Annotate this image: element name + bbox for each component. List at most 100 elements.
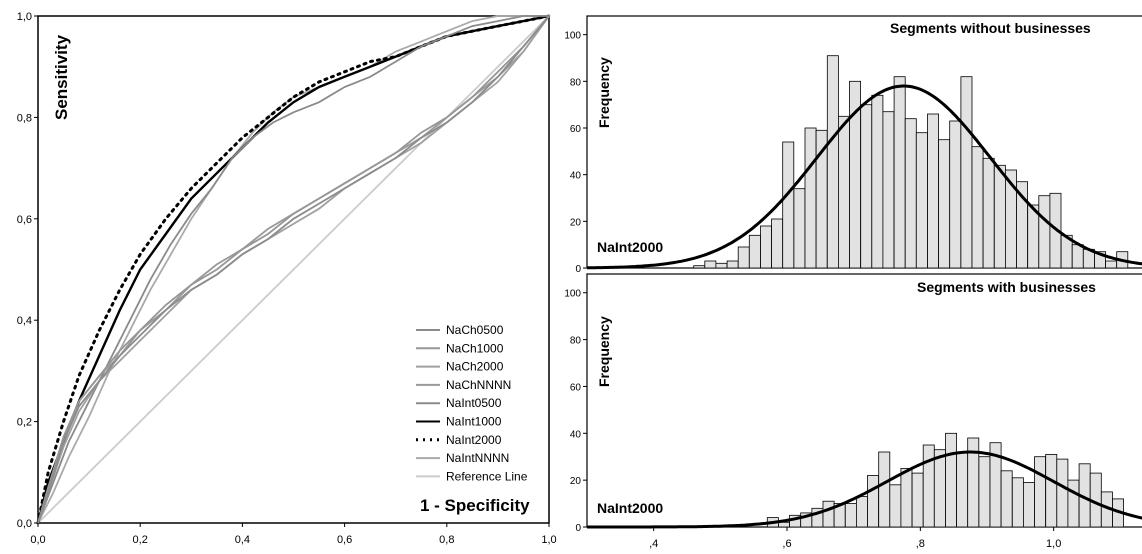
hist-top-bar: [860, 104, 873, 269]
histogram-with-businesses: 0 20 40 60 80 100 ,4 ,6 ,8 1,0 Segments with bus…: [564, 273, 1142, 550]
hist-bot-y-tick-label: 40: [570, 429, 582, 440]
hist-bot-bar: [844, 503, 857, 528]
hist-bot-bar: [945, 432, 958, 528]
hist-bot-bar: [900, 467, 913, 528]
hist-top-y-tick-label: 0: [575, 264, 581, 275]
roc-y-tick-label: 0,2: [17, 417, 32, 429]
roc-series-nach1000: [37, 15, 550, 524]
hist-top-y-label: Frequency: [596, 57, 612, 128]
roc-y-tick-label: 0,0: [17, 518, 32, 530]
hist-bot-y-tick-label: 80: [570, 336, 582, 347]
hist-top-bar: [982, 157, 995, 269]
hist-bot-y-tick-label: 0: [575, 523, 581, 534]
roc-series-nach0500: [37, 15, 550, 524]
hist-top-bar: [704, 260, 717, 269]
hist-top-bar: [1094, 251, 1107, 269]
roc-lines: [36, 14, 551, 525]
hist-top-y-tick-label: 60: [570, 124, 582, 135]
hist-top-annotation: NaInt2000: [597, 239, 663, 255]
hist-bot-y-axis: 0 20 40 60 80 100: [564, 289, 587, 534]
roc-x-axis-label: 1 - Specificity: [420, 496, 530, 515]
hist-top-bar: [693, 265, 706, 269]
hist-bot-bar: [1000, 470, 1013, 528]
roc-y-axis-label: Sensitivity: [52, 34, 71, 120]
hist-bot-x-axis: ,4 ,6 ,8 1,0: [649, 527, 1061, 550]
hist-top-bar: [793, 188, 806, 269]
hist-top-y-tick-label: 20: [570, 217, 582, 228]
hist-top-bar: [938, 139, 951, 269]
roc-y-axis: 0,0 0,2 0,4 0,6 0,8 1,0: [17, 11, 38, 530]
hist-top-bar: [771, 218, 784, 269]
roc-chart: 0,0 0,2 0,4 0,6 0,8 1,0 0,0 0,2 0,4 0,6 0,8 1,0 Se…: [17, 11, 557, 546]
hist-bot-bar: [956, 451, 969, 528]
hist-top-bar: [949, 120, 962, 269]
hist-top-title: Segments without businesses: [890, 20, 1091, 36]
hist-top-bar: [915, 132, 928, 269]
roc-x-tick-label: 0,8: [439, 534, 454, 546]
hist-top-y-axis: 0 20 40 60 80 100: [564, 31, 587, 275]
legend-label: NaInt1000: [446, 415, 502, 429]
hist-top-bars: [693, 55, 1129, 269]
roc-y-tick-label: 0,4: [17, 315, 32, 327]
hist-top-bar: [1105, 260, 1118, 269]
hist-top-bar: [804, 127, 817, 269]
hist-bot-x-tick-label: 1,0: [1046, 538, 1061, 550]
hist-top-bar: [715, 262, 728, 269]
legend-label: NaChNNNN: [446, 378, 511, 392]
hist-bot-bar: [1011, 477, 1024, 528]
legend-label: NaCh2000: [446, 360, 504, 374]
legend-label: NaInt2000: [446, 433, 502, 447]
hist-top-bar: [971, 146, 984, 269]
hist-bot-y-tick-label: 100: [564, 289, 581, 300]
hist-bot-title: Segments with businesses: [917, 279, 1096, 295]
hist-top-bar: [760, 225, 773, 269]
hist-top-bar: [748, 234, 761, 269]
roc-x-axis: 0,0 0,2 0,4 0,6 0,8 1,0: [30, 523, 557, 546]
hist-top-bar: [1071, 244, 1084, 269]
legend-label: NaIntNNNN: [446, 451, 509, 465]
hist-bot-x-tick-label: ,4: [649, 538, 658, 550]
legend-label: NaInt0500: [446, 396, 502, 410]
roc-series-naint2000: [36, 14, 551, 525]
roc-y-tick-label: 0,8: [17, 112, 32, 124]
hist-top-bar: [737, 246, 750, 269]
roc-x-tick-label: 0,6: [337, 534, 352, 546]
hist-bot-bar: [889, 484, 902, 528]
legend-label: Reference Line: [446, 469, 528, 483]
hist-bot-y-label: Frequency: [596, 316, 612, 387]
hist-bot-bar: [856, 496, 868, 528]
hist-top-y-tick-label: 40: [570, 171, 582, 182]
hist-top-normal-curve: [586, 84, 1142, 270]
hist-top-bar: [838, 115, 850, 269]
hist-top-bar: [893, 76, 906, 269]
hist-top-y-tick-label: 100: [564, 31, 581, 42]
hist-top-bar: [927, 113, 940, 269]
hist-bot-bar: [922, 444, 935, 528]
hist-bot-bar: [1056, 458, 1069, 528]
hist-bot-bar: [1023, 482, 1035, 528]
roc-x-tick-label: 0,4: [235, 534, 250, 546]
histogram-without-businesses: 0 20 40 60 80 100 Segments without businesses…: [564, 15, 1142, 275]
roc-x-tick-label: 1,0: [541, 534, 556, 546]
hist-bot-x-tick-label: ,8: [916, 538, 925, 550]
hist-bot-bar: [933, 449, 946, 528]
hist-bot-y-tick-label: 60: [570, 382, 582, 393]
hist-top-y-tick-label: 80: [570, 77, 582, 88]
roc-legend: NaCh0500 NaCh1000 NaCh2000 NaChNNNN NaInt050…: [416, 323, 528, 483]
hist-bot-bar: [911, 472, 924, 528]
hist-top-bar: [1038, 195, 1051, 269]
hist-top-bar: [726, 260, 739, 269]
hist-bot-bar: [878, 451, 891, 528]
hist-bot-bar: [778, 521, 791, 528]
roc-x-tick-label: 0,2: [133, 534, 148, 546]
roc-y-tick-label: 1,0: [17, 11, 32, 23]
roc-series-naint1000: [36, 14, 551, 525]
hist-top-bar: [993, 164, 1006, 269]
hist-top-bar: [826, 55, 839, 269]
hist-bot-bar: [867, 475, 880, 528]
hist-top-bar: [960, 76, 973, 269]
hist-bot-bar: [1045, 453, 1058, 528]
roc-x-tick-label: 0,0: [30, 534, 45, 546]
hist-bot-annotation: NaInt2000: [597, 500, 663, 516]
